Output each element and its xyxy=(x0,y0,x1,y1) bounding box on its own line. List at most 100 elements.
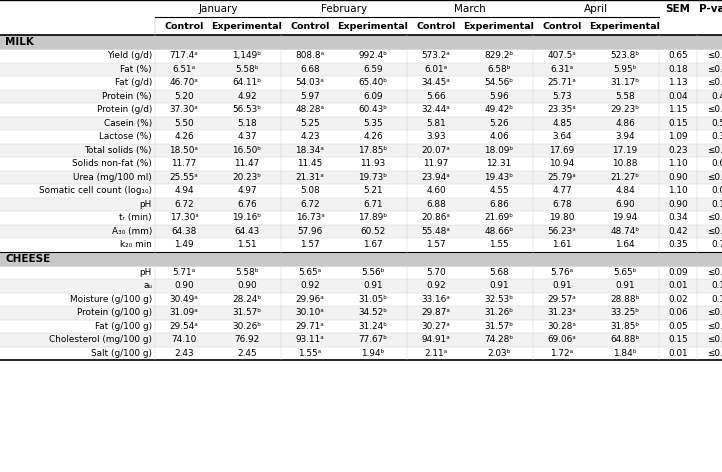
Text: k₂₀ min: k₂₀ min xyxy=(120,240,152,249)
Text: 64.38: 64.38 xyxy=(171,227,196,236)
Text: 0.19: 0.19 xyxy=(711,295,722,304)
Text: 19.80: 19.80 xyxy=(549,213,575,222)
Text: 3.93: 3.93 xyxy=(426,132,445,141)
Text: 2.11ᵃ: 2.11ᵃ xyxy=(425,349,448,358)
Text: 4.97: 4.97 xyxy=(238,186,257,195)
Text: 30.27ᵃ: 30.27ᵃ xyxy=(422,322,451,331)
Text: 69.06ᵃ: 69.06ᵃ xyxy=(547,335,576,344)
Text: 64.11ᵇ: 64.11ᵇ xyxy=(232,78,261,87)
Text: 4.60: 4.60 xyxy=(426,186,445,195)
Text: Fat (g/d): Fat (g/d) xyxy=(115,78,152,87)
Text: Moisture (g/100 g): Moisture (g/100 g) xyxy=(70,295,152,304)
Text: 28.88ᵇ: 28.88ᵇ xyxy=(610,295,640,304)
Text: 4.26: 4.26 xyxy=(363,132,383,141)
Text: 6.09: 6.09 xyxy=(363,92,383,101)
Text: 17.30ᵃ: 17.30ᵃ xyxy=(170,213,199,222)
Text: 60.43ᵇ: 60.43ᵇ xyxy=(359,105,388,114)
Text: 0.92: 0.92 xyxy=(426,281,445,290)
Text: 0.10: 0.10 xyxy=(711,200,722,209)
Text: 6.01ᵃ: 6.01ᵃ xyxy=(425,65,448,74)
Text: 57.96: 57.96 xyxy=(297,227,323,236)
Text: 1.64: 1.64 xyxy=(615,240,635,249)
Text: 5.76ᵃ: 5.76ᵃ xyxy=(550,268,573,277)
Text: 31.09ᵃ: 31.09ᵃ xyxy=(170,308,199,317)
Text: 0.01: 0.01 xyxy=(668,349,688,358)
Text: April: April xyxy=(584,4,608,14)
Bar xyxy=(0,346,722,360)
Bar xyxy=(0,320,722,333)
Text: 6.86: 6.86 xyxy=(489,200,509,209)
Text: 6.58ᵇ: 6.58ᵇ xyxy=(487,65,510,74)
Text: 573.2ᵃ: 573.2ᵃ xyxy=(422,51,451,60)
Text: 12.31: 12.31 xyxy=(487,159,512,168)
Text: 0.15: 0.15 xyxy=(668,119,688,128)
Text: 407.5ᵃ: 407.5ᵃ xyxy=(547,51,576,60)
Bar xyxy=(0,265,722,279)
Bar xyxy=(0,197,722,211)
Text: 1.09: 1.09 xyxy=(668,132,688,141)
Text: 31.23ᵃ: 31.23ᵃ xyxy=(547,308,576,317)
Text: 64.88ᵇ: 64.88ᵇ xyxy=(610,335,640,344)
Text: 4.06: 4.06 xyxy=(490,132,509,141)
Text: 4.23: 4.23 xyxy=(300,132,320,141)
Text: 5.95ᵇ: 5.95ᵇ xyxy=(613,65,637,74)
Text: 32.44ᵃ: 32.44ᵃ xyxy=(422,105,451,114)
Text: ≤0.05: ≤0.05 xyxy=(708,349,722,358)
Text: ≤0.05: ≤0.05 xyxy=(708,335,722,344)
Text: February: February xyxy=(321,4,367,14)
Bar xyxy=(0,130,722,143)
Text: 0.78: 0.78 xyxy=(711,240,722,249)
Text: 0.35: 0.35 xyxy=(668,240,688,249)
Text: 5.18: 5.18 xyxy=(237,119,257,128)
Text: 31.57ᵇ: 31.57ᵇ xyxy=(232,308,261,317)
Text: March: March xyxy=(454,4,486,14)
Text: 0.34: 0.34 xyxy=(668,213,688,222)
Text: ≤0.05: ≤0.05 xyxy=(708,65,722,74)
Text: MILK: MILK xyxy=(5,37,34,47)
Text: 4.37: 4.37 xyxy=(238,132,257,141)
Bar xyxy=(0,293,722,306)
Text: 1.15: 1.15 xyxy=(668,105,688,114)
Text: 0.05: 0.05 xyxy=(668,322,688,331)
Text: 1.94ᵇ: 1.94ᵇ xyxy=(361,349,385,358)
Text: 21.31ᵃ: 21.31ᵃ xyxy=(295,173,324,182)
Text: 0.67: 0.67 xyxy=(711,159,722,168)
Text: Control: Control xyxy=(417,22,456,31)
Text: 5.96: 5.96 xyxy=(490,92,509,101)
Text: 25.71ᵃ: 25.71ᵃ xyxy=(547,78,576,87)
Text: 20.86ᵃ: 20.86ᵃ xyxy=(422,213,451,222)
Text: 48.74ᵇ: 48.74ᵇ xyxy=(610,227,640,236)
Text: Experimental: Experimental xyxy=(464,22,534,31)
Bar xyxy=(0,103,722,117)
Text: 4.94: 4.94 xyxy=(174,186,193,195)
Text: A₃₀ (mm): A₃₀ (mm) xyxy=(112,227,152,236)
Text: 0.06: 0.06 xyxy=(668,308,688,317)
Text: 1.55ᵃ: 1.55ᵃ xyxy=(298,349,321,358)
Bar xyxy=(0,211,722,225)
Text: 0.91: 0.91 xyxy=(552,281,572,290)
Text: Lactose (%): Lactose (%) xyxy=(99,132,152,141)
Text: 34.52ᵇ: 34.52ᵇ xyxy=(359,308,388,317)
Text: ≤0.05: ≤0.05 xyxy=(708,146,722,155)
Text: Fat (%): Fat (%) xyxy=(121,65,152,74)
Text: 992.4ᵇ: 992.4ᵇ xyxy=(359,51,388,60)
Text: Control: Control xyxy=(165,22,204,31)
Text: 48.28ᵃ: 48.28ᵃ xyxy=(295,105,324,114)
Text: SEM: SEM xyxy=(666,4,690,14)
Text: Experimental: Experimental xyxy=(212,22,282,31)
Text: 808.8ᵃ: 808.8ᵃ xyxy=(295,51,325,60)
Text: 30.49ᵃ: 30.49ᵃ xyxy=(170,295,199,304)
Bar xyxy=(0,306,722,320)
Text: 6.88: 6.88 xyxy=(426,200,446,209)
Text: 76.92: 76.92 xyxy=(235,335,260,344)
Text: 33.25ᵇ: 33.25ᵇ xyxy=(611,308,640,317)
Text: 65.40ᵇ: 65.40ᵇ xyxy=(359,78,388,87)
Text: ≤0.01: ≤0.01 xyxy=(708,173,722,182)
Text: Casein (%): Casein (%) xyxy=(104,119,152,128)
Text: Salt (g/100 g): Salt (g/100 g) xyxy=(91,349,152,358)
Text: 5.58: 5.58 xyxy=(615,92,635,101)
Text: 29.96ᵃ: 29.96ᵃ xyxy=(295,295,324,304)
Text: 1.67: 1.67 xyxy=(363,240,383,249)
Text: 19.94: 19.94 xyxy=(612,213,638,222)
Text: 56.53ᵇ: 56.53ᵇ xyxy=(232,105,261,114)
